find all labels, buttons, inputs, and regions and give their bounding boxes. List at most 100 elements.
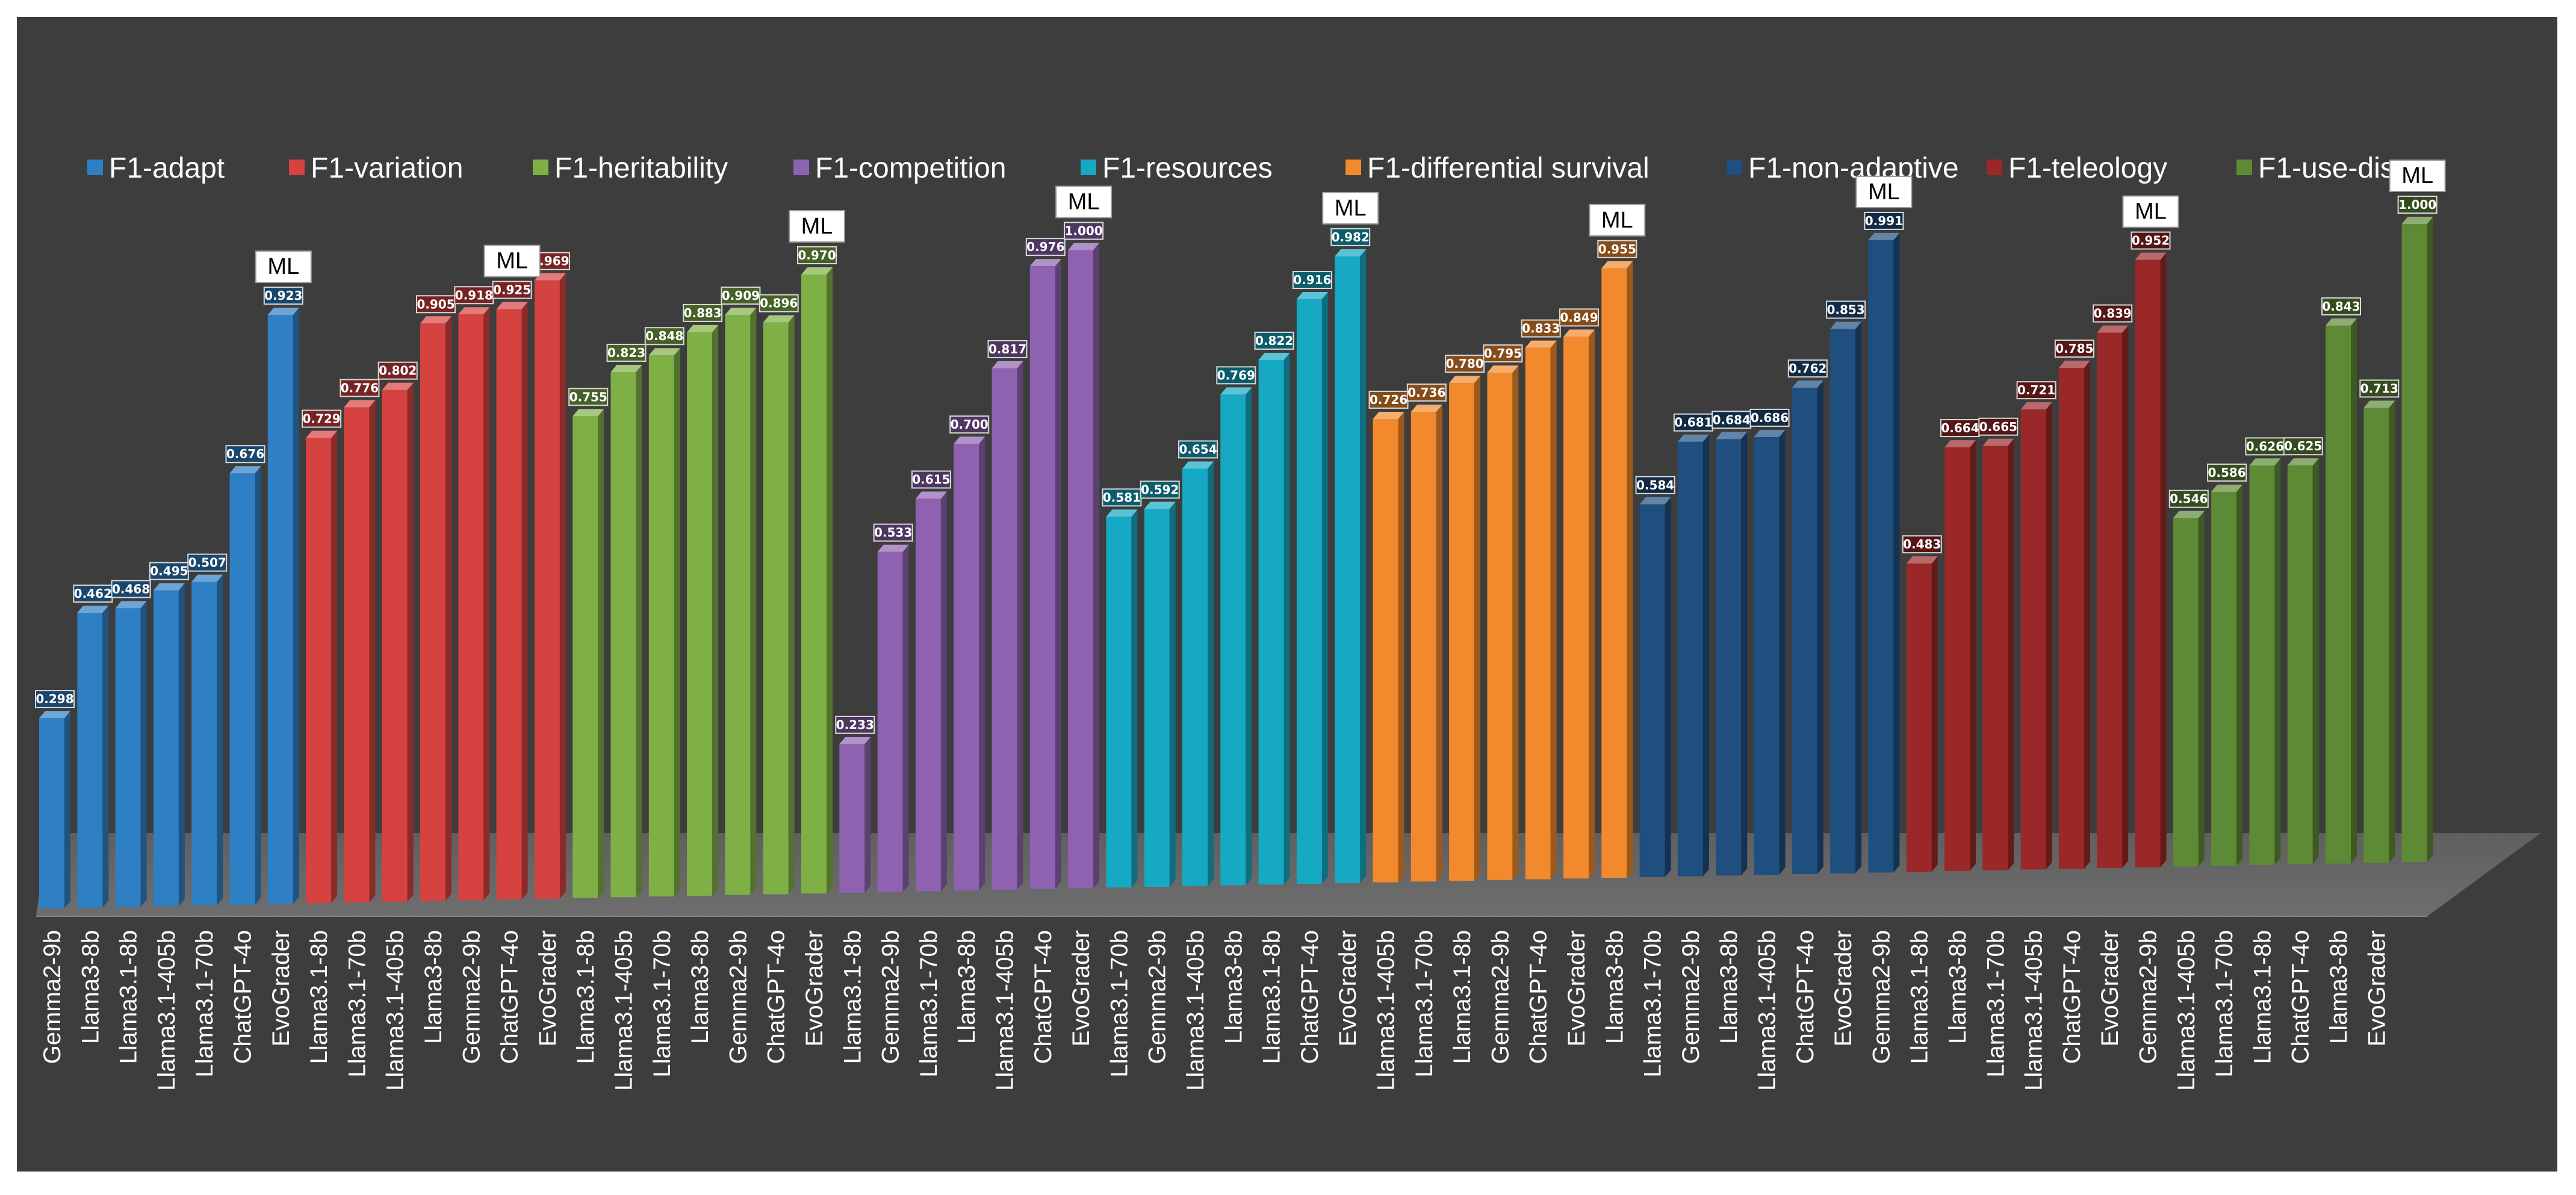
data-label: 0.483 [1902, 535, 1942, 554]
bar [267, 308, 299, 904]
bar [801, 267, 833, 894]
bar [2401, 217, 2433, 862]
ml-marker: ML [483, 244, 541, 278]
data-label: 0.822 [1254, 331, 1294, 350]
data-label: 0.853 [1826, 300, 1866, 319]
data-label: 0.970 [797, 246, 837, 264]
bar [2363, 400, 2395, 863]
data-label: 0.615 [911, 470, 951, 489]
bar [306, 430, 338, 904]
tick-label: EvoGrader [1830, 930, 1857, 1046]
bar [992, 361, 1023, 890]
bar [1373, 411, 1404, 883]
tick-label: Llama3.1-405b [1754, 930, 1781, 1091]
data-label: 0.654 [1178, 440, 1218, 459]
bar [1677, 434, 1709, 877]
tick-label: Llama3.1-70b [1982, 930, 2009, 1078]
tick-label: ChatGPT-4o [1792, 930, 1819, 1064]
tick-label: Gemma2-9b [1678, 930, 1704, 1064]
tick-label: Gemma2-9b [39, 930, 66, 1064]
data-label: 0.896 [759, 294, 799, 312]
bar [344, 400, 376, 903]
bar [763, 315, 795, 895]
svg-text:0.625: 0.625 [2284, 439, 2322, 453]
legend-key [1987, 160, 2002, 175]
bar [877, 544, 909, 892]
svg-text:0.970: 0.970 [798, 248, 836, 262]
svg-text:0.918: 0.918 [455, 288, 493, 302]
svg-text:0.684: 0.684 [1713, 412, 1751, 427]
bar [1830, 321, 1862, 874]
bar [2058, 361, 2090, 869]
bar [1563, 329, 1595, 879]
tick-label: EvoGrader [2097, 930, 2123, 1046]
tick-label: Llama3-8b [77, 930, 104, 1044]
svg-text:0.713: 0.713 [2360, 381, 2398, 396]
bar [2135, 252, 2167, 868]
bar [2249, 458, 2281, 865]
tick-label: EvoGrader [1563, 930, 1590, 1046]
data-label: 0.233 [835, 715, 875, 734]
data-label: 0.976 [1025, 238, 1066, 256]
bar [115, 601, 147, 907]
bar [1182, 461, 1214, 886]
ml-marker: ML [789, 210, 845, 243]
data-label: 0.729 [302, 409, 342, 428]
data-label: 0.676 [225, 445, 265, 464]
data-label: 0.918 [454, 286, 494, 305]
legend-label: F1-competition [815, 152, 1006, 184]
tick-label: EvoGrader [535, 930, 561, 1046]
data-label: 0.755 [568, 388, 609, 406]
svg-text:ML: ML [267, 254, 299, 279]
bar [458, 307, 490, 901]
bar [39, 711, 70, 908]
tick-label: Llama3.1-70b [1640, 930, 1666, 1078]
svg-text:0.780: 0.780 [1445, 356, 1483, 371]
svg-text:ML: ML [2135, 199, 2167, 225]
data-label: 0.905 [416, 295, 456, 314]
legend-label: F1-differential survival [1367, 152, 1650, 184]
svg-text:0.626: 0.626 [2246, 439, 2284, 453]
tick-label: Gemma2-9b [458, 930, 485, 1064]
tick-label: Llama3.1-70b [649, 930, 675, 1078]
bar [534, 273, 566, 899]
svg-text:0.721: 0.721 [2017, 383, 2055, 397]
bars [39, 217, 2433, 908]
tick-label: ChatGPT-4o [1297, 930, 1323, 1064]
data-label: 0.686 [1749, 408, 1790, 427]
svg-text:0.896: 0.896 [760, 296, 798, 311]
tick-label: Llama3-8b [1220, 930, 1247, 1044]
tick-label: Llama3.1-8b [839, 930, 866, 1064]
data-label: 0.776 [340, 379, 380, 397]
tick-label: Llama3.1-405b [611, 930, 638, 1091]
svg-text:0.592: 0.592 [1141, 482, 1179, 497]
ml-markers: ML ML ML ML ML ML ML ML ML [255, 160, 2446, 284]
data-label: 0.762 [1787, 359, 1828, 378]
tick-label: Llama3.1-8b [1449, 930, 1476, 1064]
svg-text:0.654: 0.654 [1179, 442, 1217, 457]
data-label: 1.000 [2397, 196, 2438, 214]
data-label: 0.584 [1635, 476, 1675, 494]
bar [954, 436, 985, 891]
svg-text:0.916: 0.916 [1293, 273, 1331, 287]
tick-label: EvoGrader [1335, 930, 1361, 1046]
data-label: 0.991 [1864, 211, 1904, 230]
data-label: 0.700 [949, 415, 990, 434]
data-label: 0.833 [1521, 319, 1561, 338]
bar [725, 308, 757, 895]
svg-text:0.726: 0.726 [1370, 393, 1407, 407]
ml-marker: ML [1055, 185, 1113, 219]
data-label: 0.823 [606, 343, 647, 362]
svg-text:0.955: 0.955 [1598, 242, 1636, 256]
tick-label: Llama3-8b [954, 930, 980, 1044]
svg-text:0.849: 0.849 [1560, 310, 1598, 324]
tick-label: Llama3.1-8b [306, 930, 332, 1064]
bar [229, 466, 261, 905]
svg-text:0.923: 0.923 [264, 288, 302, 303]
svg-text:0.769: 0.769 [1217, 368, 1255, 382]
bar [1335, 249, 1367, 883]
bar [648, 348, 680, 897]
svg-text:0.495: 0.495 [150, 564, 188, 579]
legend-key [533, 160, 548, 175]
